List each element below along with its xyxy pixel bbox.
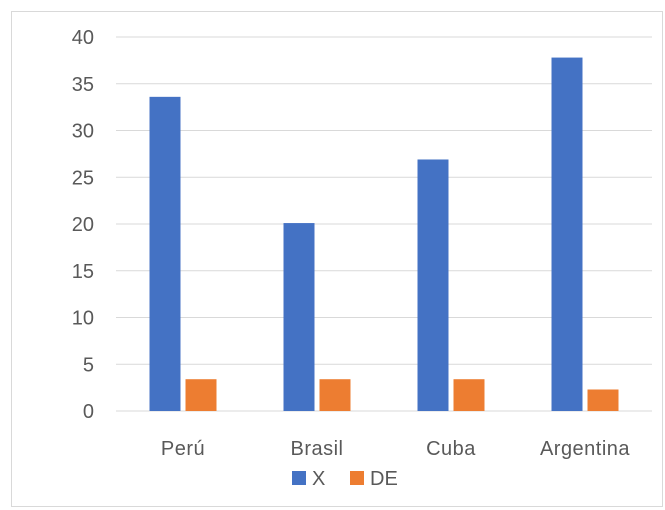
legend: X DE	[292, 468, 398, 490]
bar-de-1	[319, 379, 351, 411]
x-category-label: Brasil	[290, 438, 343, 460]
bars	[149, 57, 619, 411]
legend-label-de: DE	[370, 468, 398, 490]
y-axis-tick-labels: 0 5 10 15 20 25 30 35 40	[72, 27, 94, 423]
y-tick-label: 30	[72, 121, 94, 143]
bar-x-3	[551, 57, 583, 411]
bar-de-0	[185, 379, 217, 411]
y-tick-label: 20	[72, 214, 94, 236]
legend-swatch-x	[292, 471, 306, 485]
y-tick-label: 40	[72, 27, 94, 49]
bar-de-2	[453, 379, 485, 411]
x-category-label: Perú	[161, 438, 205, 460]
x-axis-category-labels: Perú Brasil Cuba Argentina	[161, 438, 630, 460]
y-tick-label: 35	[72, 74, 94, 96]
legend-label-x: X	[312, 468, 325, 490]
y-tick-label: 25	[72, 167, 94, 189]
x-category-label: Argentina	[540, 438, 630, 460]
y-tick-label: 10	[72, 308, 94, 330]
y-tick-label: 5	[83, 354, 94, 376]
x-category-label: Cuba	[426, 438, 476, 460]
legend-swatch-de	[350, 471, 364, 485]
bar-x-1	[283, 223, 315, 411]
bar-x-0	[149, 96, 181, 411]
y-tick-label: 0	[83, 401, 94, 423]
bar-de-3	[587, 389, 619, 411]
bar-x-2	[417, 159, 449, 411]
y-tick-label: 15	[72, 261, 94, 283]
